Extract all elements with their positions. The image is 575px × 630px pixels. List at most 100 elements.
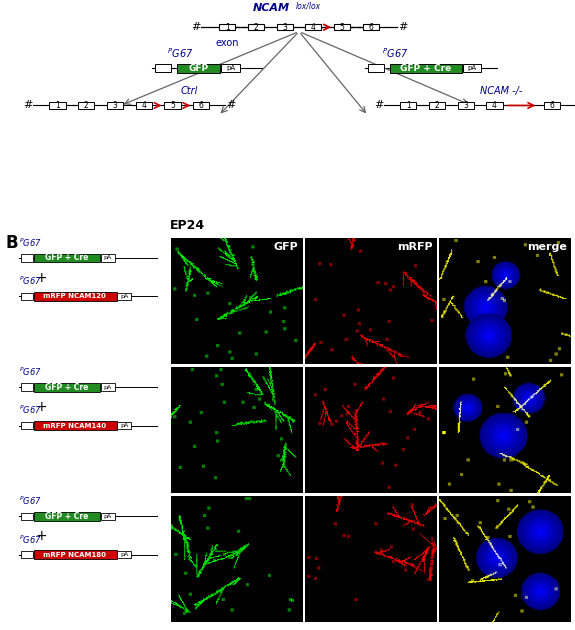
Text: $^P$G67: $^P$G67 bbox=[382, 46, 409, 60]
Text: GFP + Cre: GFP + Cre bbox=[45, 512, 89, 521]
Text: lox/lox: lox/lox bbox=[296, 2, 321, 11]
FancyBboxPatch shape bbox=[219, 24, 235, 30]
Text: mRFP NCAM140: mRFP NCAM140 bbox=[43, 423, 106, 428]
Text: pA: pA bbox=[120, 294, 128, 299]
Text: NCAM -/-: NCAM -/- bbox=[480, 86, 523, 96]
FancyBboxPatch shape bbox=[164, 102, 181, 108]
Text: #: # bbox=[398, 22, 407, 32]
FancyBboxPatch shape bbox=[221, 64, 240, 72]
FancyBboxPatch shape bbox=[49, 102, 66, 108]
Text: 3: 3 bbox=[463, 101, 468, 110]
FancyBboxPatch shape bbox=[33, 550, 117, 559]
Text: #: # bbox=[23, 100, 32, 110]
FancyBboxPatch shape bbox=[368, 64, 384, 72]
Text: 6: 6 bbox=[369, 23, 373, 32]
FancyBboxPatch shape bbox=[33, 512, 101, 521]
Text: NCAM: NCAM bbox=[253, 3, 290, 13]
Text: 6: 6 bbox=[550, 101, 554, 110]
Text: $^P$G67: $^P$G67 bbox=[19, 495, 42, 507]
Text: $^P$G67: $^P$G67 bbox=[19, 404, 42, 416]
FancyBboxPatch shape bbox=[390, 64, 462, 72]
Text: exon: exon bbox=[216, 38, 239, 48]
FancyBboxPatch shape bbox=[117, 293, 131, 301]
Text: 6: 6 bbox=[199, 101, 204, 110]
Text: $^P$G67: $^P$G67 bbox=[19, 365, 42, 378]
Text: pA: pA bbox=[104, 514, 112, 518]
FancyBboxPatch shape bbox=[33, 292, 117, 301]
FancyBboxPatch shape bbox=[21, 422, 33, 430]
FancyBboxPatch shape bbox=[33, 382, 101, 392]
FancyBboxPatch shape bbox=[78, 102, 94, 108]
Text: #: # bbox=[191, 22, 200, 32]
FancyBboxPatch shape bbox=[21, 255, 33, 261]
Text: $^P$G67: $^P$G67 bbox=[19, 275, 42, 287]
FancyBboxPatch shape bbox=[544, 102, 560, 108]
FancyBboxPatch shape bbox=[305, 24, 321, 30]
Text: 5: 5 bbox=[170, 101, 175, 110]
Text: GFP + Cre: GFP + Cre bbox=[45, 253, 89, 263]
FancyBboxPatch shape bbox=[458, 102, 474, 108]
Text: GFP: GFP bbox=[274, 242, 298, 252]
Text: +: + bbox=[36, 529, 48, 543]
Text: pA: pA bbox=[120, 553, 128, 558]
FancyBboxPatch shape bbox=[486, 102, 503, 108]
Text: GFP + Cre: GFP + Cre bbox=[400, 64, 452, 72]
Text: merge: merge bbox=[527, 242, 567, 252]
Text: GFP: GFP bbox=[189, 64, 209, 72]
FancyBboxPatch shape bbox=[429, 102, 445, 108]
FancyBboxPatch shape bbox=[155, 64, 171, 72]
Text: mRFP: mRFP bbox=[397, 242, 433, 252]
FancyBboxPatch shape bbox=[33, 253, 101, 263]
FancyBboxPatch shape bbox=[363, 24, 379, 30]
FancyBboxPatch shape bbox=[101, 255, 114, 261]
Text: mRFP NCAM120: mRFP NCAM120 bbox=[44, 294, 106, 299]
Text: $^P$G67: $^P$G67 bbox=[19, 236, 42, 249]
FancyBboxPatch shape bbox=[117, 422, 131, 430]
FancyBboxPatch shape bbox=[248, 24, 264, 30]
Text: 1: 1 bbox=[225, 23, 229, 32]
Text: #: # bbox=[227, 100, 236, 110]
Text: $^P$G67: $^P$G67 bbox=[19, 533, 42, 546]
FancyBboxPatch shape bbox=[117, 551, 131, 559]
FancyBboxPatch shape bbox=[277, 24, 293, 30]
Text: +: + bbox=[36, 400, 48, 414]
Text: B: B bbox=[6, 234, 18, 252]
Text: 2: 2 bbox=[84, 101, 89, 110]
Text: 4: 4 bbox=[311, 23, 316, 32]
FancyBboxPatch shape bbox=[177, 64, 220, 72]
FancyBboxPatch shape bbox=[193, 102, 209, 108]
FancyBboxPatch shape bbox=[107, 102, 123, 108]
FancyBboxPatch shape bbox=[21, 384, 33, 391]
FancyBboxPatch shape bbox=[101, 384, 114, 391]
Text: EP24: EP24 bbox=[170, 219, 205, 232]
Text: 2: 2 bbox=[435, 101, 439, 110]
Text: 3: 3 bbox=[113, 101, 117, 110]
Text: 2: 2 bbox=[254, 23, 258, 32]
Text: GFP + Cre: GFP + Cre bbox=[45, 382, 89, 392]
Text: pA: pA bbox=[467, 65, 477, 71]
Text: pA: pA bbox=[104, 385, 112, 389]
Text: 4: 4 bbox=[141, 101, 146, 110]
Text: #: # bbox=[374, 100, 383, 110]
Text: mRFP NCAM180: mRFP NCAM180 bbox=[44, 552, 106, 558]
FancyBboxPatch shape bbox=[21, 551, 33, 559]
FancyBboxPatch shape bbox=[400, 102, 416, 108]
Text: pA: pA bbox=[120, 423, 128, 428]
Text: 3: 3 bbox=[282, 23, 287, 32]
Text: 1: 1 bbox=[55, 101, 60, 110]
FancyBboxPatch shape bbox=[101, 513, 114, 520]
Text: 5: 5 bbox=[340, 23, 344, 32]
Text: +: + bbox=[36, 271, 48, 285]
FancyBboxPatch shape bbox=[463, 64, 481, 72]
Text: 1: 1 bbox=[406, 101, 411, 110]
Text: pA: pA bbox=[104, 256, 112, 260]
Text: $^P$G67: $^P$G67 bbox=[167, 46, 193, 60]
FancyBboxPatch shape bbox=[33, 421, 117, 430]
Text: 4: 4 bbox=[492, 101, 497, 110]
FancyBboxPatch shape bbox=[21, 293, 33, 301]
Text: pA: pA bbox=[226, 65, 235, 71]
FancyBboxPatch shape bbox=[334, 24, 350, 30]
FancyBboxPatch shape bbox=[136, 102, 152, 108]
Text: Ctrl: Ctrl bbox=[181, 86, 198, 96]
FancyBboxPatch shape bbox=[21, 513, 33, 520]
